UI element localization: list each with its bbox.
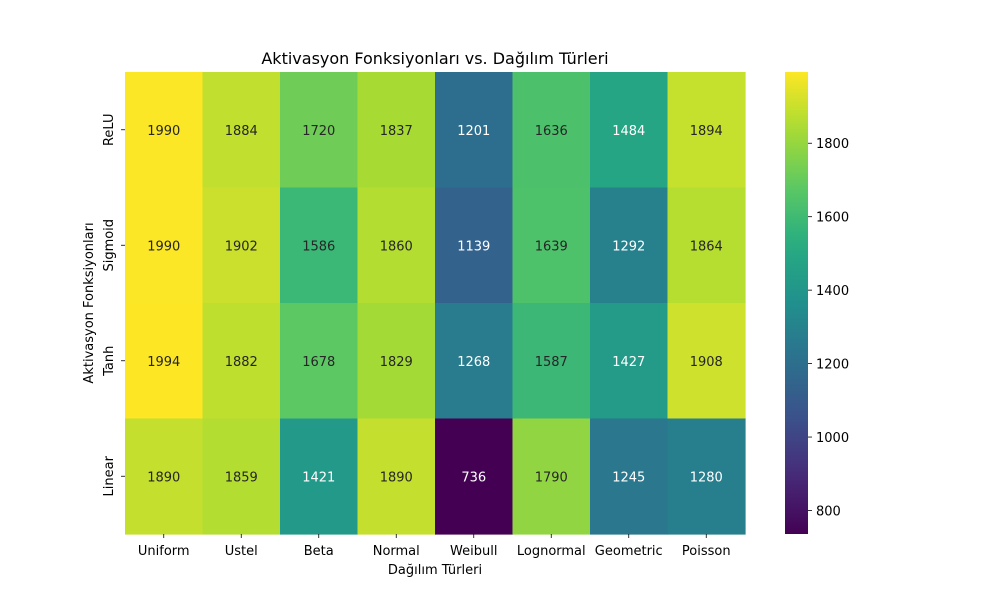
x-tick-label: Geometric (595, 544, 663, 559)
heatmap-cell (667, 418, 746, 535)
heatmap-cell (357, 72, 436, 189)
heatmap-cell (202, 303, 281, 420)
heatmap-cell (357, 418, 436, 535)
heatmap-cell (125, 418, 204, 535)
y-tick-label: Tanh (102, 346, 117, 377)
cell-value-label: 1884 (225, 124, 258, 139)
heatmap-cell (667, 187, 746, 304)
heatmap-cell (202, 187, 281, 304)
heatmap-cell (202, 72, 281, 189)
heatmap-cell (667, 303, 746, 420)
heatmap-cell (202, 418, 281, 535)
colorbar-tick-label: 1800 (816, 137, 849, 152)
y-tick-label: ReLU (102, 113, 117, 146)
x-tick-label: Lognormal (517, 544, 586, 559)
x-axis: Uniform Ustel Beta Normal Weibull Lognormal Ge… (138, 534, 731, 559)
cell-value-label: 1139 (457, 239, 490, 254)
heatmap-cell (435, 303, 514, 420)
colorbar-gradient (785, 72, 808, 534)
heatmap-cell (590, 418, 669, 535)
cell-value-label: 1990 (147, 239, 180, 254)
x-tick-label: Normal (373, 544, 420, 559)
heatmap-cell (590, 303, 669, 420)
heatmap-cell (280, 418, 359, 535)
y-axis-label: Aktivasyon Fonksiyonları (82, 222, 97, 383)
cell-value-label: 736 (461, 470, 486, 485)
cell-value-label: 1902 (225, 239, 258, 254)
cell-value-label: 1201 (457, 124, 490, 139)
x-axis-label: Dağılım Türleri (388, 563, 482, 578)
heatmap-cell (590, 187, 669, 304)
x-tick-label: Beta (304, 544, 334, 559)
cell-value-label: 1990 (147, 124, 180, 139)
cell-value-label: 1720 (302, 124, 335, 139)
heatmap-cell (280, 187, 359, 304)
heatmap-cell (125, 72, 204, 189)
heatmap-cell (667, 72, 746, 189)
heatmap-cell (512, 418, 591, 535)
cell-value-label: 1586 (302, 239, 335, 254)
colorbar-tick-label: 1000 (816, 431, 849, 446)
cell-value-label: 1908 (690, 355, 723, 370)
x-tick-label: Ustel (225, 544, 258, 559)
colorbar-tick-label: 1400 (816, 284, 849, 299)
cell-value-label: 1890 (147, 470, 180, 485)
heatmap-cell (435, 72, 514, 189)
cell-value-label: 1837 (380, 124, 413, 139)
heatmap-cell (280, 72, 359, 189)
heatmap-cell (357, 303, 436, 420)
colorbar-tick-label: 800 (816, 504, 841, 519)
cell-value-label: 1484 (612, 124, 645, 139)
y-tick-label: Sigmoid (102, 219, 117, 272)
heatmap-cell (280, 303, 359, 420)
cell-value-label: 1421 (302, 470, 335, 485)
cell-value-label: 1636 (535, 124, 568, 139)
cell-value-label: 1427 (612, 355, 645, 370)
cell-value-label: 1292 (612, 239, 645, 254)
heatmap-cell (435, 187, 514, 304)
heatmap-cell (512, 72, 591, 189)
heatmap-cell (590, 72, 669, 189)
cell-value-label: 1894 (690, 124, 723, 139)
colorbar-tick-label: 1200 (816, 358, 849, 373)
heatmap-cell (512, 303, 591, 420)
colorbar-tick-label: 1600 (816, 211, 849, 226)
y-axis: ReLU Sigmoid Tanh Linear (102, 113, 125, 496)
cell-value-label: 1882 (225, 355, 258, 370)
heatmap-cells: 1990 1884 1720 1837 1201 1636 1484 1894 1990 1902… (125, 72, 746, 535)
cell-value-label: 1268 (457, 355, 490, 370)
colorbar: 800 1000 1200 1400 1600 1800 (785, 72, 849, 534)
cell-value-label: 1639 (535, 239, 568, 254)
cell-value-label: 1587 (535, 355, 568, 370)
cell-value-label: 1864 (690, 239, 723, 254)
cell-value-label: 1890 (380, 470, 413, 485)
cell-value-label: 1245 (612, 470, 645, 485)
heatmap-cell (125, 303, 204, 420)
chart-title: Aktivasyon Fonksiyonları vs. Dağılım Tür… (261, 49, 608, 68)
heatmap-cell (435, 418, 514, 535)
x-tick-label: Weibull (450, 544, 497, 559)
x-tick-label: Uniform (138, 544, 190, 559)
cell-value-label: 1829 (380, 355, 413, 370)
cell-value-label: 1994 (147, 355, 180, 370)
y-tick-label: Linear (102, 455, 117, 496)
cell-value-label: 1790 (535, 470, 568, 485)
cell-value-label: 1280 (690, 470, 723, 485)
heatmap-cell (357, 187, 436, 304)
cell-value-label: 1859 (225, 470, 258, 485)
cell-value-label: 1860 (380, 239, 413, 254)
cell-value-label: 1678 (302, 355, 335, 370)
heatmap-cell (125, 187, 204, 304)
x-tick-label: Poisson (682, 544, 731, 559)
heatmap-cell (512, 187, 591, 304)
